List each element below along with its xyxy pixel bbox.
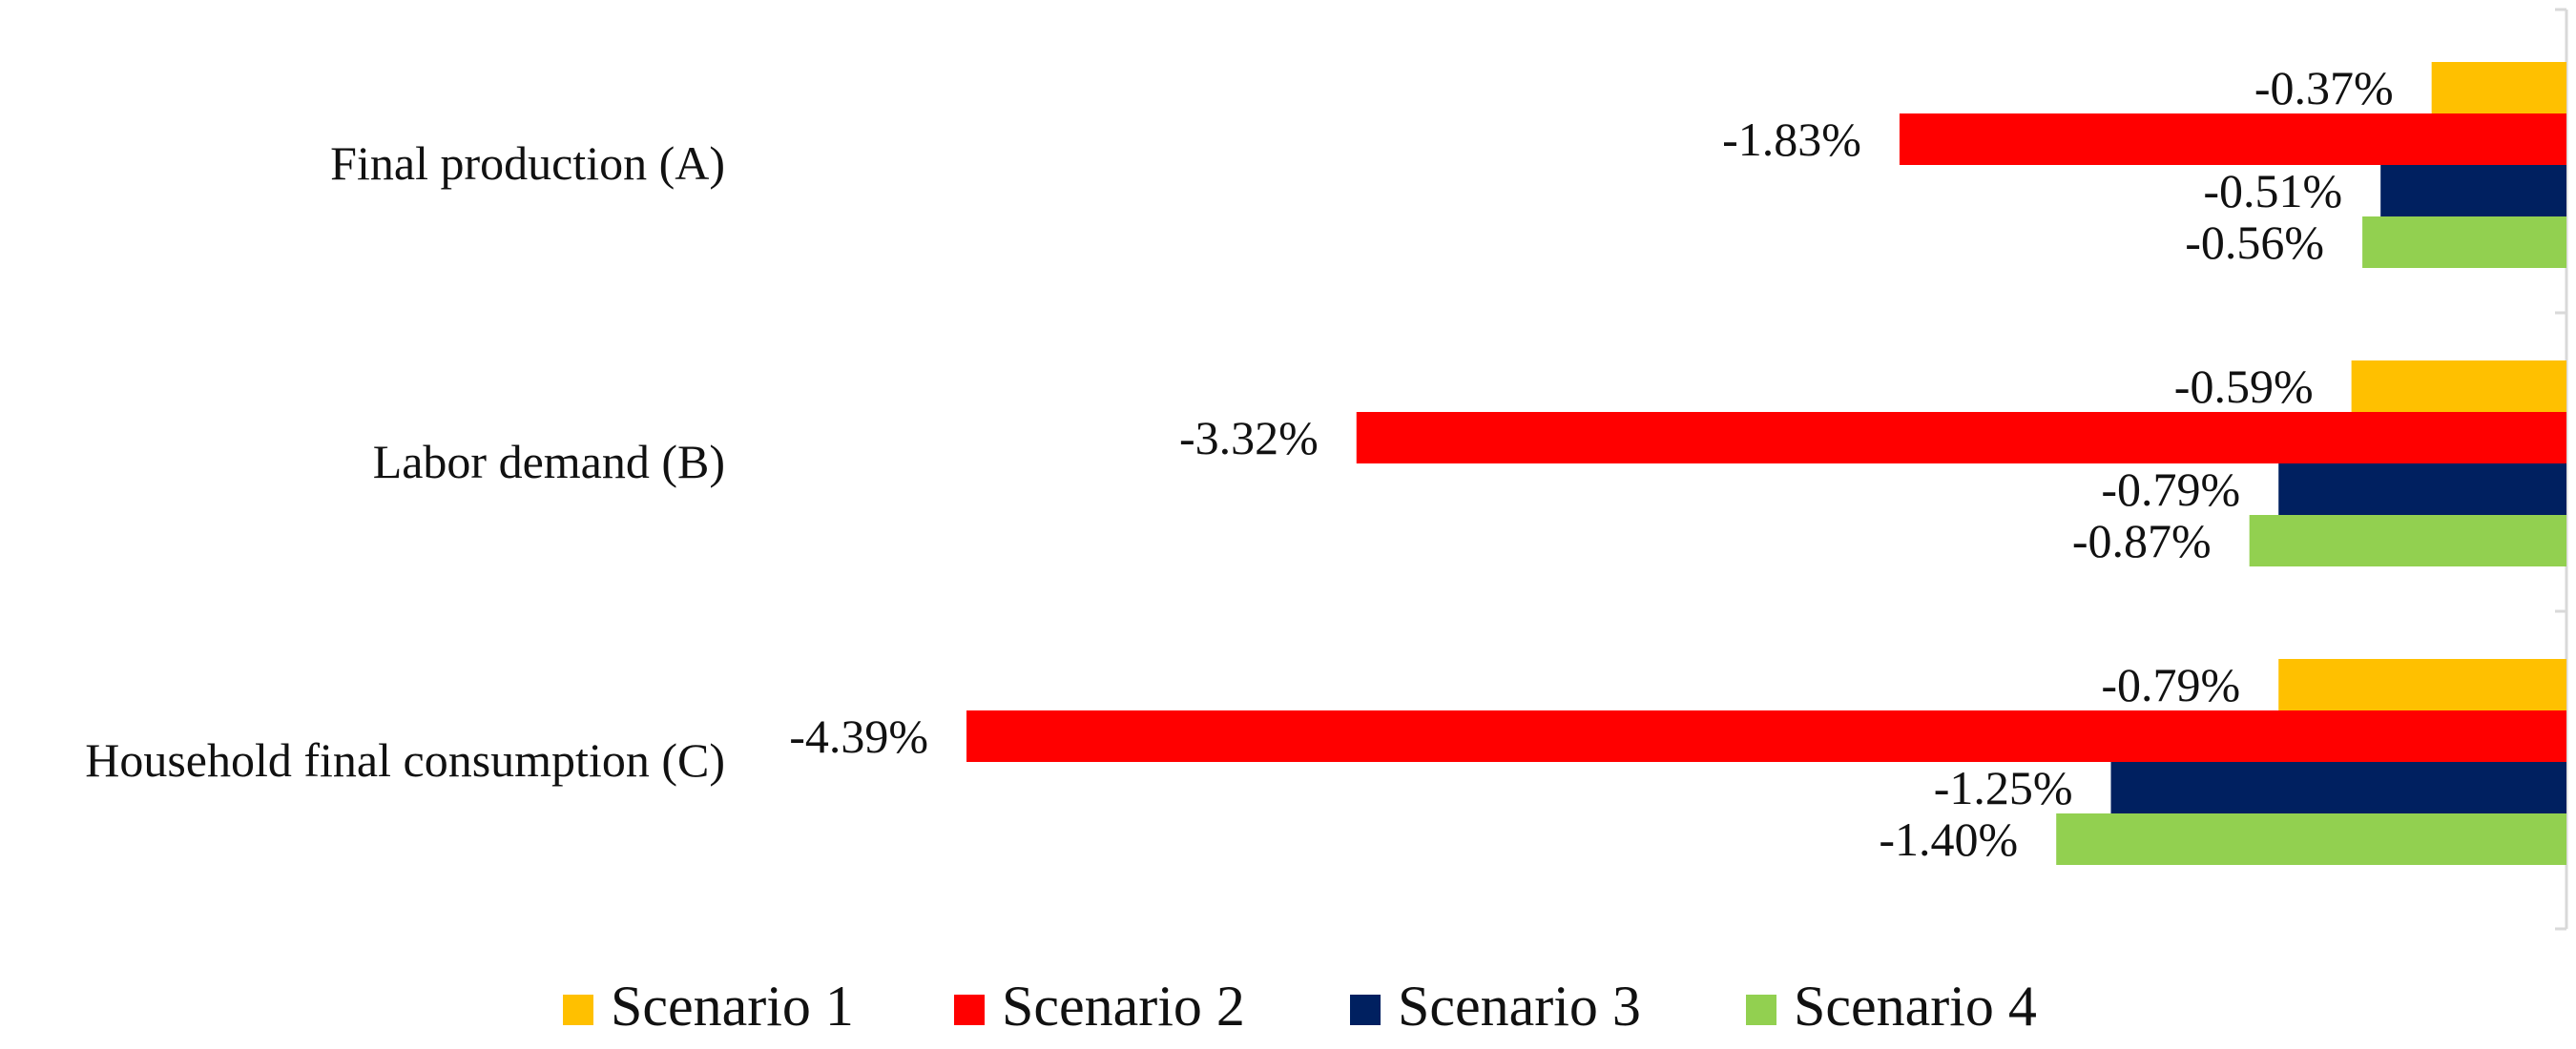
category-label: Household final consumption (C) bbox=[85, 733, 725, 787]
bar-scenario-1 bbox=[2351, 360, 2566, 412]
category-label: Labor demand (B) bbox=[373, 435, 725, 488]
category-labels: Final production (A) Labor demand (B) Hous… bbox=[85, 136, 725, 787]
bar-scenario-1 bbox=[2278, 659, 2566, 710]
bars-layer bbox=[966, 62, 2566, 865]
bar-scenario-2 bbox=[1899, 113, 2566, 165]
bar-scenario-1 bbox=[2431, 62, 2566, 113]
category-label: Final production (A) bbox=[330, 136, 725, 190]
data-label: -0.59% bbox=[2174, 360, 2314, 413]
bar-scenario-2 bbox=[966, 710, 2566, 762]
bar-scenario-4 bbox=[2249, 515, 2566, 566]
data-label: -1.83% bbox=[1722, 113, 1861, 166]
legend-swatch bbox=[954, 995, 985, 1025]
data-label: -1.25% bbox=[1934, 761, 2073, 814]
data-label: -0.79% bbox=[2101, 463, 2240, 516]
data-label: -4.39% bbox=[789, 710, 928, 763]
legend-label: Scenario 4 bbox=[1794, 975, 2037, 1038]
bar-scenario-2 bbox=[1356, 412, 2566, 463]
legend-label: Scenario 2 bbox=[1002, 975, 1245, 1038]
legend-label: Scenario 1 bbox=[611, 975, 854, 1038]
legend-label: Scenario 3 bbox=[1398, 975, 1641, 1038]
bar-scenario-3 bbox=[2380, 165, 2566, 216]
data-label: -0.87% bbox=[2072, 514, 2212, 567]
data-label: -3.32% bbox=[1179, 411, 1319, 464]
legend-swatch bbox=[1746, 995, 1776, 1025]
legend-swatch bbox=[563, 995, 593, 1025]
bar-scenario-4 bbox=[2362, 216, 2566, 268]
data-label: -0.79% bbox=[2101, 658, 2240, 711]
data-label: -1.40% bbox=[1879, 812, 2018, 866]
data-label: -0.37% bbox=[2254, 61, 2394, 114]
legend-swatch bbox=[1350, 995, 1381, 1025]
value-labels: -0.37% -1.83% -0.51%-0.56% -0.59% -3.32% -0.7… bbox=[789, 61, 2393, 866]
bar-scenario-4 bbox=[2056, 813, 2566, 865]
data-label: -0.51% bbox=[2203, 164, 2342, 217]
bar-scenario-3 bbox=[2278, 463, 2566, 515]
legend: Scenario 1 Scenario 2 Scenario 3 Scenario 4 bbox=[563, 975, 2037, 1038]
data-label: -0.56% bbox=[2185, 216, 2324, 269]
bar-scenario-3 bbox=[2110, 762, 2566, 813]
